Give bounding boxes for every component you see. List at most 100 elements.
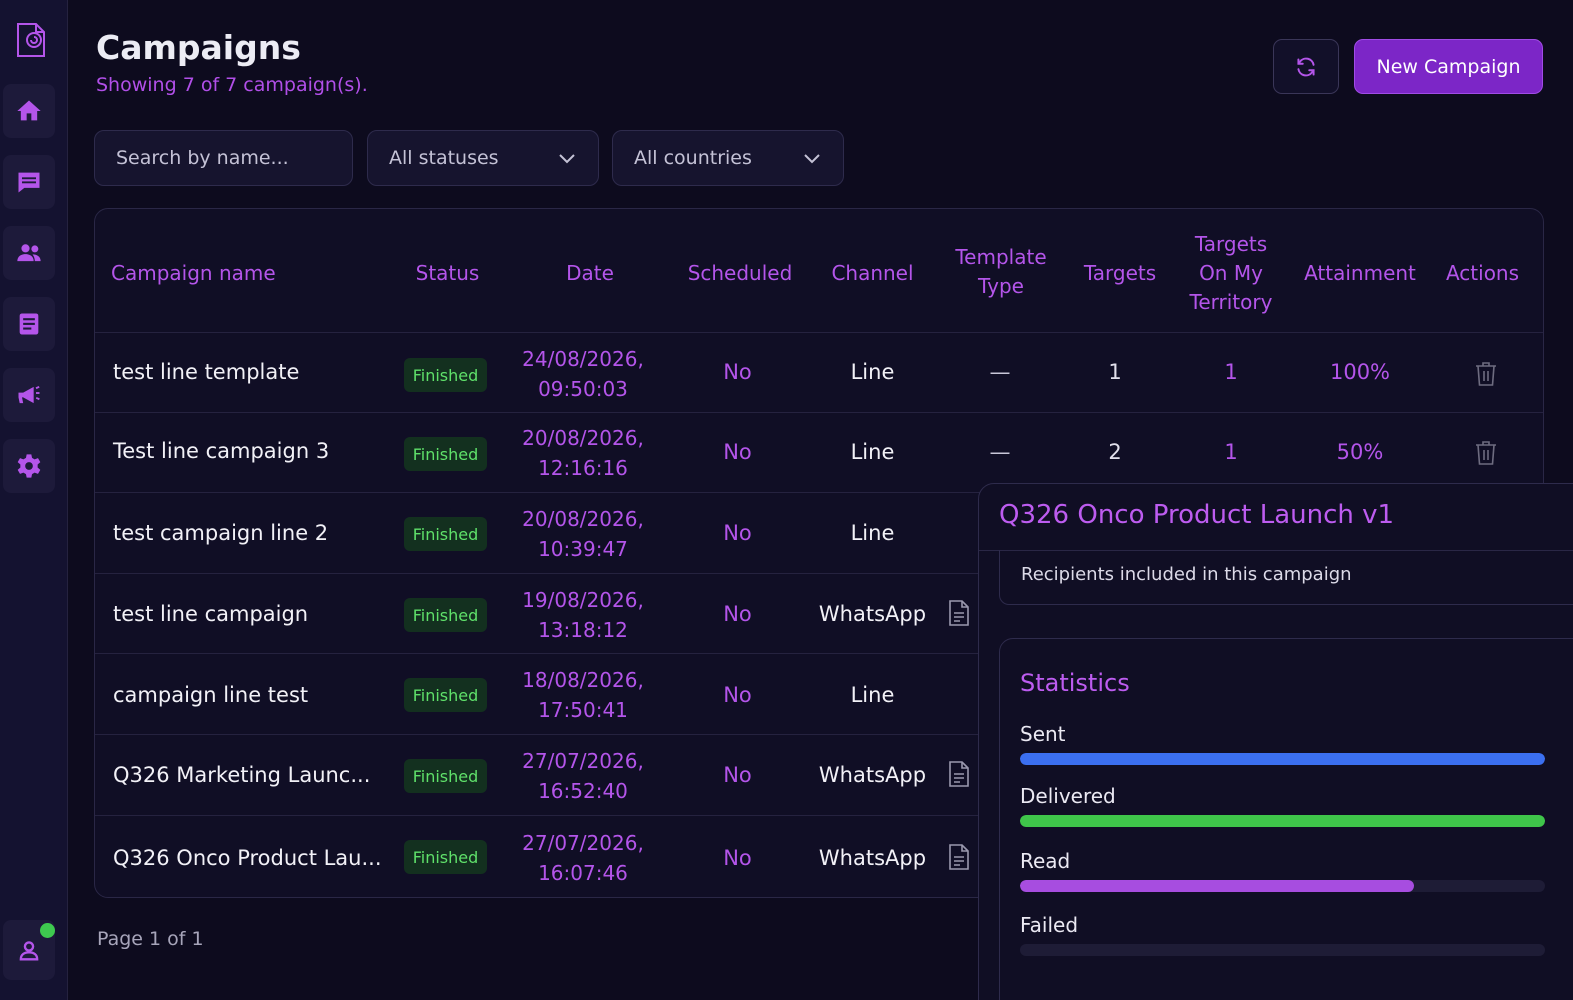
- campaign-name[interactable]: campaign line test: [113, 683, 309, 707]
- nav-settings[interactable]: [3, 439, 55, 493]
- territory-targets-value: 1: [1224, 440, 1238, 464]
- date-day: 19/08/2026,: [522, 588, 644, 612]
- territory-targets-value: 1: [1224, 360, 1238, 384]
- scheduled-value: No: [723, 602, 752, 626]
- country-select[interactable]: All countries: [612, 130, 844, 186]
- date-day: 20/08/2026,: [522, 426, 644, 450]
- campaign-name[interactable]: Test line campaign 3: [113, 439, 330, 463]
- template-document-icon[interactable]: [947, 843, 971, 871]
- date-day: 18/08/2026,: [522, 668, 644, 692]
- date-time: 16:52:40: [538, 779, 628, 803]
- targets-value: 2: [1108, 440, 1122, 464]
- channel-value: Line: [850, 521, 895, 545]
- channel-value: WhatsApp: [818, 763, 927, 787]
- col-header-territory-line2: On My: [1199, 261, 1263, 285]
- document-icon: [19, 313, 39, 335]
- col-header-template-type[interactable]: Template Type: [945, 243, 1057, 301]
- campaign-name[interactable]: test line template: [113, 360, 300, 384]
- search-input[interactable]: Search by name...: [94, 130, 353, 186]
- col-header-date[interactable]: Date: [566, 261, 614, 285]
- date-day: 27/07/2026,: [522, 831, 644, 855]
- campaign-detail-popover: Q326 Onco Product Launch v1 Recipients i…: [978, 483, 1573, 1000]
- users-icon: [17, 244, 41, 262]
- col-header-territory[interactable]: Targets On My Territory: [1177, 230, 1285, 317]
- scheduled-value: No: [723, 763, 752, 787]
- stat-label-delivered: Delivered: [1020, 784, 1116, 808]
- channel-value: WhatsApp: [818, 846, 927, 870]
- table-row[interactable]: Q326 Marketing Launc... Finished 27/07/2…: [95, 734, 1543, 815]
- status-badge: Finished: [404, 517, 487, 551]
- popover-title: Q326 Onco Product Launch v1: [999, 500, 1395, 530]
- campaign-date: 20/08/2026, 12:16:16: [503, 423, 663, 483]
- campaign-name[interactable]: test campaign line 2: [113, 521, 329, 545]
- col-header-status[interactable]: Status: [415, 261, 480, 285]
- nav-campaigns[interactable]: [3, 368, 55, 422]
- table-row[interactable]: Test line campaign 3 Finished 20/08/2026…: [95, 412, 1543, 492]
- table-row[interactable]: Q326 Onco Product Lau... Finished 27/07/…: [95, 815, 1543, 897]
- col-header-channel[interactable]: Channel: [831, 261, 914, 285]
- col-header-territory-line1: Targets: [1194, 232, 1268, 256]
- campaign-date: 27/07/2026, 16:07:46: [503, 828, 663, 888]
- refresh-button[interactable]: [1273, 39, 1339, 94]
- date-time: 17:50:41: [538, 698, 628, 722]
- table-row[interactable]: test line template Finished 24/08/2026, 0…: [95, 332, 1543, 412]
- statistics-card: Statistics Sent Delivered Read Failed: [999, 638, 1573, 1000]
- nav-messages[interactable]: [3, 155, 55, 209]
- trash-icon[interactable]: [1474, 439, 1498, 467]
- date-day: 24/08/2026,: [522, 347, 644, 371]
- channel-value: Line: [850, 360, 895, 384]
- scheduled-value: No: [723, 360, 752, 384]
- nav-contacts[interactable]: [3, 226, 55, 280]
- table-row[interactable]: test line campaign Finished 19/08/2026, 1…: [95, 573, 1543, 653]
- date-time: 10:39:47: [538, 537, 628, 561]
- stat-bar-sent: [1020, 753, 1545, 765]
- status-select[interactable]: All statuses: [367, 130, 599, 186]
- chevron-down-icon: [559, 154, 575, 164]
- app-logo-icon: [14, 20, 50, 60]
- col-header-attainment[interactable]: Attainment: [1304, 261, 1416, 285]
- status-badge: Finished: [404, 678, 487, 712]
- nav-templates[interactable]: [3, 297, 55, 351]
- date-time: 16:07:46: [538, 861, 628, 885]
- campaign-date: 20/08/2026, 10:39:47: [503, 504, 663, 564]
- table-row[interactable]: campaign line test Finished 18/08/2026, 1…: [95, 653, 1543, 734]
- recipients-section[interactable]: Recipients included in this campaign: [999, 550, 1573, 605]
- status-badge: Finished: [404, 437, 487, 471]
- stat-label-read: Read: [1020, 849, 1071, 873]
- campaign-name[interactable]: Q326 Onco Product Lau...: [113, 846, 382, 870]
- refresh-icon: [1297, 57, 1315, 76]
- template-type-value: —: [989, 360, 1011, 384]
- date-time: 09:50:03: [538, 377, 628, 401]
- statistics-title: Statistics: [1020, 669, 1130, 697]
- campaign-date: 18/08/2026, 17:50:41: [503, 665, 663, 725]
- campaign-name[interactable]: Q326 Marketing Launc...: [113, 763, 371, 787]
- col-header-name[interactable]: Campaign name: [111, 261, 276, 285]
- nav-home[interactable]: [3, 84, 55, 138]
- page-subtitle: Showing 7 of 7 campaign(s).: [96, 74, 368, 96]
- date-day: 20/08/2026,: [522, 507, 644, 531]
- page-title: Campaigns: [96, 28, 301, 67]
- campaign-date: 24/08/2026, 09:50:03: [503, 344, 663, 404]
- new-campaign-button[interactable]: New Campaign: [1354, 39, 1543, 94]
- chat-icon: [18, 172, 40, 193]
- trash-icon[interactable]: [1474, 360, 1498, 388]
- sidebar: [0, 0, 68, 1000]
- table-row[interactable]: test campaign line 2 Finished 20/08/2026…: [95, 492, 1543, 573]
- template-document-icon[interactable]: [947, 599, 971, 627]
- date-time: 12:16:16: [538, 456, 628, 480]
- col-header-scheduled[interactable]: Scheduled: [687, 261, 793, 285]
- col-header-targets[interactable]: Targets: [1083, 261, 1157, 285]
- template-document-icon[interactable]: [947, 760, 971, 788]
- col-header-territory-line3: Territory: [1189, 290, 1273, 314]
- status-badge: Finished: [404, 840, 487, 874]
- campaign-date: 19/08/2026, 13:18:12: [503, 585, 663, 645]
- status-badge: Finished: [404, 759, 487, 793]
- stat-bar-failed: [1020, 944, 1545, 956]
- scheduled-value: No: [723, 683, 752, 707]
- col-header-template-line2: Type: [978, 274, 1024, 298]
- search-placeholder: Search by name...: [116, 147, 289, 169]
- online-status-dot: [40, 923, 55, 938]
- home-icon: [17, 100, 41, 121]
- stat-fill-delivered: [1020, 815, 1545, 827]
- campaign-name[interactable]: test line campaign: [113, 602, 309, 626]
